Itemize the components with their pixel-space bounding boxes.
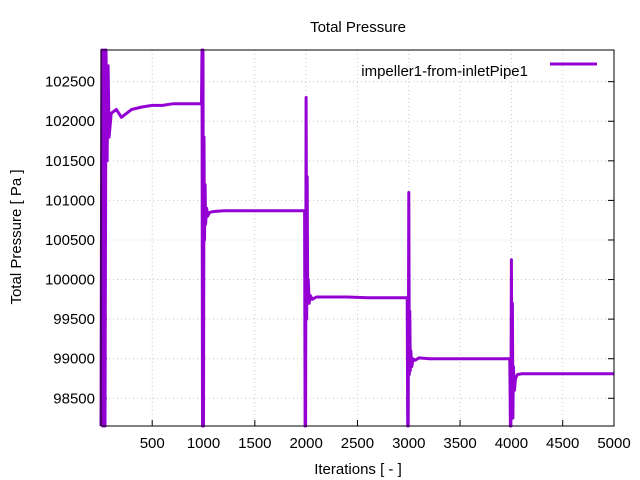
- x-tick-label: 3000: [392, 435, 425, 452]
- y-tick-label: 101500: [45, 153, 95, 170]
- x-tick-label: 3500: [443, 435, 476, 452]
- x-tick-label: 2000: [289, 435, 322, 452]
- y-tick-label: 99500: [53, 311, 95, 328]
- y-tick-label: 102500: [45, 74, 95, 91]
- y-tick-label: 102000: [45, 113, 95, 130]
- y-tick-label: 99000: [53, 351, 95, 368]
- x-tick-label: 5000: [597, 435, 630, 452]
- plot-frame: [100, 49, 615, 427]
- y-axis-label: Total Pressure [ Pa ]: [8, 169, 25, 304]
- x-tick-label: 2500: [341, 435, 374, 452]
- y-tick-label: 101000: [45, 192, 95, 209]
- x-tick-label: 4000: [495, 435, 528, 452]
- x-tick-label: 1500: [238, 435, 271, 452]
- x-tick-label: 1000: [187, 435, 220, 452]
- legend-entry-label: impeller1-from-inletPipe1: [361, 63, 528, 80]
- y-tick-label: 98500: [53, 390, 95, 407]
- x-tick-label: 4500: [546, 435, 579, 452]
- x-tick-label: 500: [140, 435, 165, 452]
- x-axis-label: Iterations [ - ]: [314, 461, 402, 478]
- chart-title: Total Pressure: [310, 19, 406, 36]
- grid: [101, 50, 614, 426]
- axis-ticks: 500 1000 1500 2000 2500 3000 3500 4000 4500 5000 9…: [45, 74, 631, 452]
- y-tick-label: 100500: [45, 232, 95, 249]
- legend: impeller1-from-inletPipe1: [361, 62, 597, 80]
- y-tick-label: 100000: [45, 272, 95, 289]
